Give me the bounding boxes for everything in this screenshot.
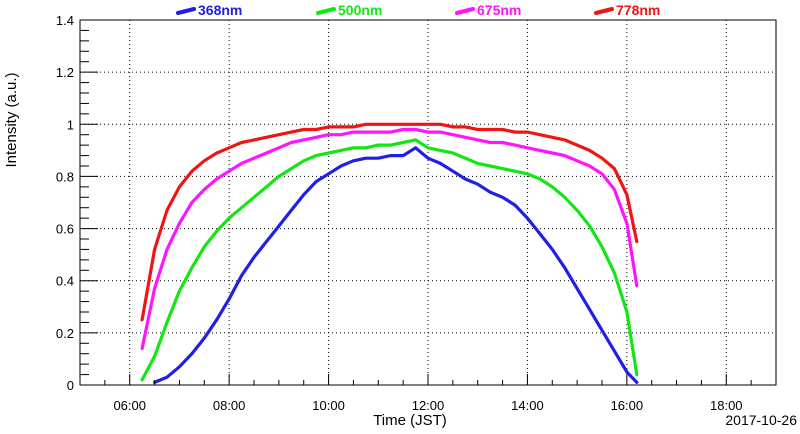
y-tick-label: 0.4 [56, 274, 74, 289]
series-line-368nm [153, 146, 639, 384]
series-line-778nm [140, 122, 639, 322]
y-tick-label: 1.4 [56, 13, 74, 28]
y-tick-label: 0.2 [56, 326, 74, 341]
legend: 368nm 500nm 675nm 778nm [176, 2, 660, 18]
grid [80, 20, 776, 385]
x-tick-label: 06:00 [113, 398, 146, 413]
series-lines [140, 122, 639, 384]
series-line-675nm [140, 127, 639, 351]
legend-label-675nm: 675nm [477, 2, 521, 18]
y-tick-label: 0 [67, 378, 74, 393]
x-tick-label: 12:00 [412, 398, 445, 413]
date-label: 2017-10-26 [725, 412, 797, 428]
x-tick-label: 16:00 [611, 398, 644, 413]
legend-swatch-500nm [316, 7, 336, 15]
y-tick-label: 0.6 [56, 222, 74, 237]
y-tick-label: 0.8 [56, 169, 74, 184]
legend-swatch-778nm [594, 7, 614, 15]
axes: 06:00 08:00 10:00 12:00 14:00 16:00 18:00 0 0.2 0… [56, 13, 777, 413]
plot-frame [79, 19, 777, 386]
y-tick-label: 1 [67, 117, 74, 132]
x-tick-label: 14:00 [511, 398, 544, 413]
legend-label-368nm: 368nm [198, 2, 242, 18]
x-tick-label: 18:00 [710, 398, 743, 413]
x-tick-label: 08:00 [213, 398, 246, 413]
y-axis-title: Intensity (a.u.) [3, 72, 20, 167]
legend-swatch-368nm [176, 7, 196, 15]
legend-label-778nm: 778nm [616, 2, 660, 18]
x-tick-label: 10:00 [312, 398, 345, 413]
legend-label-500nm: 500nm [338, 2, 382, 18]
series-line-500nm [140, 138, 639, 382]
legend-swatch-675nm [455, 7, 475, 15]
y-tick-label: 1.2 [56, 65, 74, 80]
x-axis-title: Time (JST) [373, 412, 447, 429]
